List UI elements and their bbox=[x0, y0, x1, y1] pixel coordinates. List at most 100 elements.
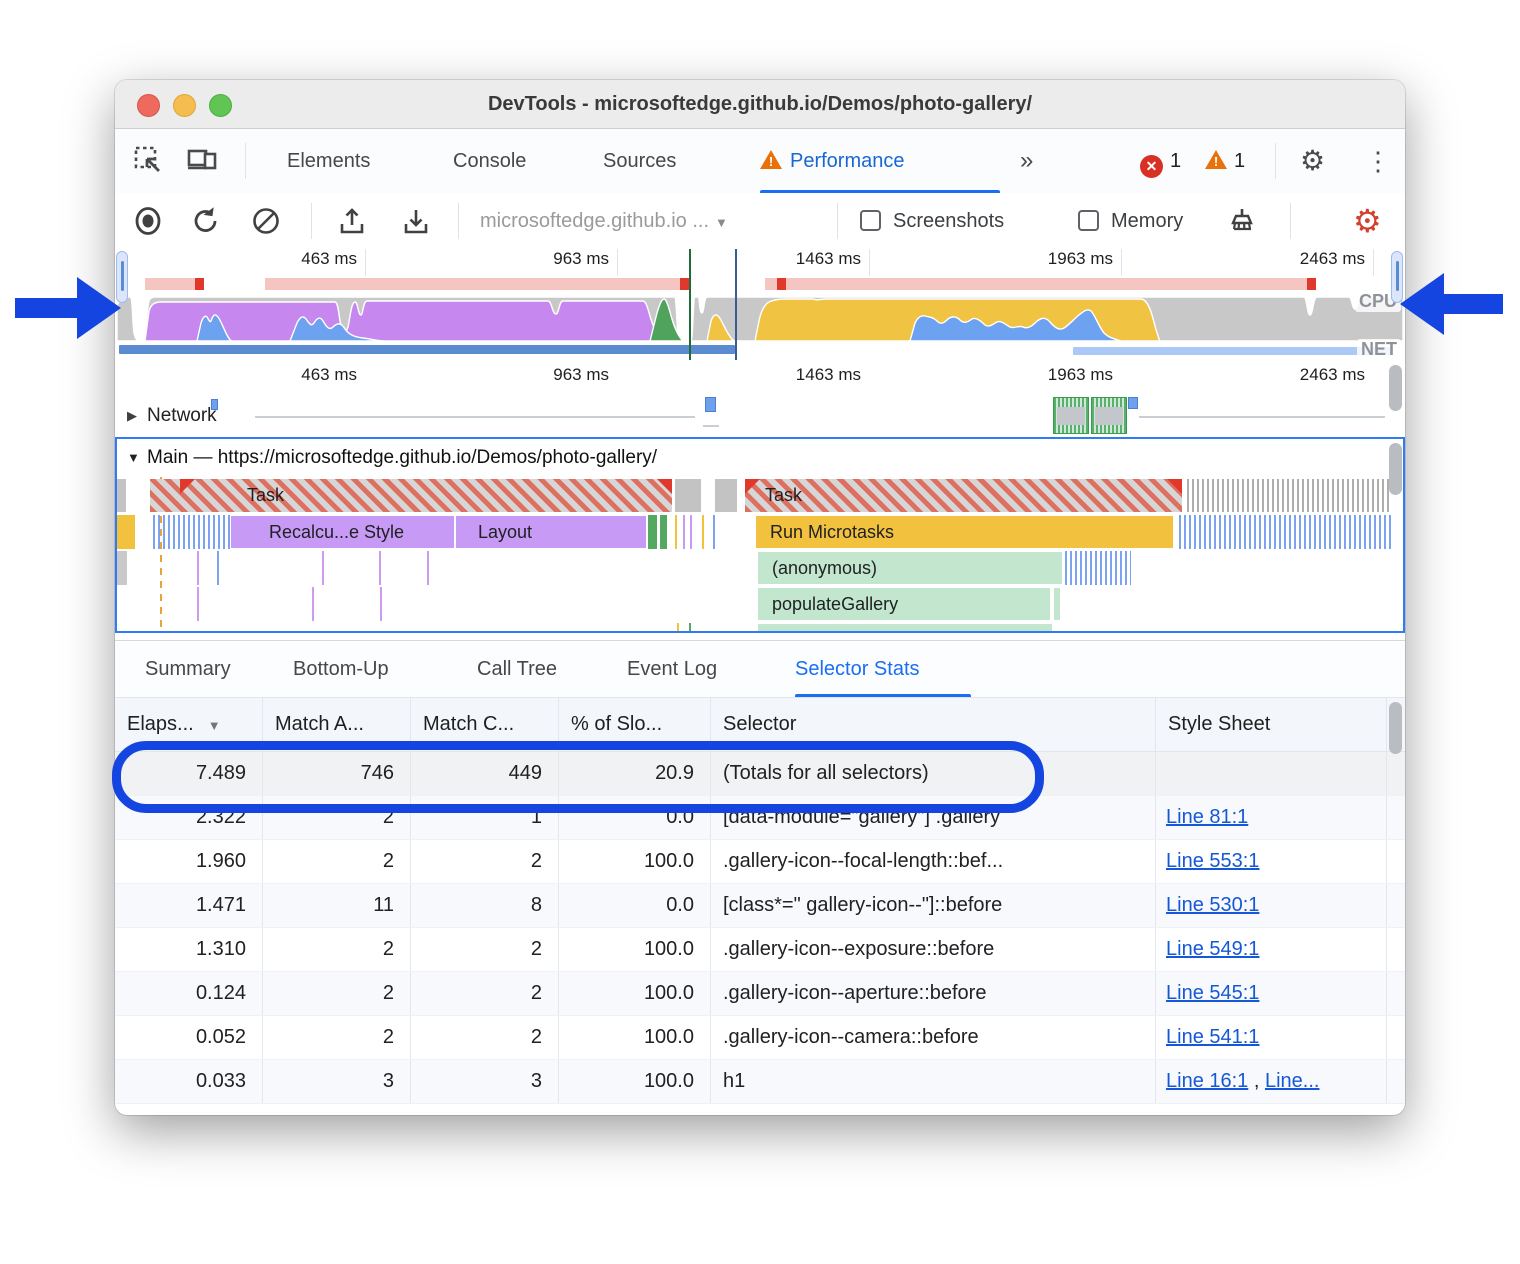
table-row[interactable]: 0.052 2 2 100.0 .gallery-icon--camera::b… bbox=[115, 1016, 1405, 1060]
style-sheet-link[interactable]: Line 81:1 bbox=[1166, 806, 1249, 828]
annotation-arrow-right bbox=[1400, 273, 1503, 335]
timeline-overview[interactable]: 463 ms 963 ms 1463 ms 1963 ms 2463 ms CP… bbox=[115, 249, 1405, 361]
cell-match-count: 2 bbox=[411, 928, 559, 971]
chevron-down-icon[interactable]: ▼ bbox=[127, 450, 140, 465]
net-track-label: NET bbox=[1357, 339, 1401, 360]
flame-paint[interactable] bbox=[660, 515, 667, 549]
cell-match-count: 2 bbox=[411, 972, 559, 1015]
table-row[interactable]: 0.033 3 3 100.0 h1 Line 16:1 , Line... bbox=[115, 1060, 1405, 1104]
overview-tick: 463 ms bbox=[301, 249, 357, 268]
inspect-icon[interactable] bbox=[133, 145, 163, 175]
table-row[interactable]: 7.489 746 449 20.9 (Totals for all selec… bbox=[115, 752, 1405, 796]
tab-console[interactable]: Console bbox=[453, 150, 527, 172]
reload-record-button[interactable] bbox=[191, 206, 221, 236]
cell-match-attempts: 11 bbox=[263, 884, 411, 927]
network-track[interactable]: ▶ Network bbox=[115, 395, 1405, 437]
flame-run-microtasks[interactable]: Run Microtasks bbox=[755, 515, 1174, 549]
collect-garbage-icon[interactable] bbox=[1227, 206, 1257, 236]
overview-right-handle[interactable] bbox=[1391, 251, 1403, 303]
tab-event-log[interactable]: Event Log bbox=[627, 658, 718, 680]
cell-selector: .gallery-icon--exposure::before bbox=[711, 928, 1156, 971]
more-tabs-button[interactable]: » bbox=[1020, 147, 1034, 174]
scrollbar-thumb[interactable] bbox=[1389, 365, 1402, 411]
window-title: DevTools - microsoftedge.github.io/Demos… bbox=[487, 93, 1033, 115]
tab-performance[interactable]: ! Performance bbox=[760, 129, 905, 193]
page-selector-dropdown[interactable]: microsoftedge.github.io ... ▼ bbox=[480, 210, 728, 232]
tab-elements[interactable]: Elements bbox=[287, 150, 371, 172]
chevron-down-icon: ▼ bbox=[715, 215, 728, 230]
network-request[interactable] bbox=[705, 397, 716, 412]
tab-sources[interactable]: Sources bbox=[603, 150, 677, 172]
timeline-ruler[interactable]: 463 ms 963 ms 1463 ms 1963 ms 2463 ms bbox=[115, 360, 1405, 396]
long-task-strip bbox=[765, 278, 1311, 290]
device-toolbar-icon[interactable] bbox=[187, 145, 217, 175]
minimize-window-button[interactable] bbox=[173, 94, 196, 117]
settings-gear-icon[interactable]: ⚙ bbox=[1300, 145, 1326, 176]
long-task-strip bbox=[777, 278, 786, 290]
network-request[interactable] bbox=[1053, 397, 1089, 434]
cell-style-sheet: Line 16:1 , Line... bbox=[1156, 1060, 1387, 1103]
style-sheet-link[interactable]: Line 16:1 bbox=[1166, 1070, 1249, 1092]
save-profile-icon[interactable] bbox=[401, 206, 431, 236]
cell-selector: h1 bbox=[711, 1060, 1156, 1103]
record-button[interactable] bbox=[133, 206, 163, 236]
style-sheet-link[interactable]: Line 553:1 bbox=[1166, 850, 1260, 872]
network-request[interactable] bbox=[1128, 397, 1138, 409]
style-sheet-link[interactable]: Line 545:1 bbox=[1166, 982, 1260, 1004]
style-sheet-link[interactable]: Line 530:1 bbox=[1166, 894, 1260, 916]
cell-pct-slow: 100.0 bbox=[559, 928, 711, 971]
warning-badge[interactable]: ! 1 bbox=[1205, 129, 1249, 193]
cell-match-attempts: 3 bbox=[263, 1060, 411, 1103]
tab-bottom-up[interactable]: Bottom-Up bbox=[293, 658, 389, 680]
table-row[interactable]: 1.960 2 2 100.0 .gallery-icon--focal-len… bbox=[115, 840, 1405, 884]
close-window-button[interactable] bbox=[137, 94, 160, 117]
col-match-attempts[interactable]: Match A... bbox=[263, 698, 411, 751]
divider bbox=[837, 203, 838, 239]
style-sheet-link[interactable]: Line... bbox=[1264, 1070, 1320, 1092]
col-style-sheet[interactable]: Style Sheet bbox=[1156, 698, 1387, 751]
scrollbar-thumb[interactable] bbox=[1389, 443, 1402, 495]
col-match-count[interactable]: Match C... bbox=[411, 698, 559, 751]
style-sheet-link[interactable]: Line 541:1 bbox=[1166, 1026, 1260, 1048]
flame-layout[interactable]: Layout bbox=[455, 515, 647, 549]
overview-left-handle[interactable] bbox=[116, 251, 128, 303]
tab-summary[interactable]: Summary bbox=[145, 658, 231, 680]
maximize-window-button[interactable] bbox=[209, 94, 232, 117]
cell-style-sheet: Line 541:1 bbox=[1156, 1016, 1387, 1059]
scrollbar-thumb[interactable] bbox=[1389, 702, 1402, 754]
marker-line bbox=[689, 249, 691, 360]
col-selector[interactable]: Selector bbox=[711, 698, 1156, 751]
flame-recalculate-style[interactable]: Recalcu...e Style bbox=[230, 515, 455, 549]
memory-checkbox[interactable] bbox=[1078, 210, 1099, 231]
flame-task-1[interactable]: Task bbox=[150, 479, 672, 512]
table-row[interactable]: 1.310 2 2 100.0 .gallery-icon--exposure:… bbox=[115, 928, 1405, 972]
load-profile-icon[interactable] bbox=[337, 206, 367, 236]
cell-pct-slow: 100.0 bbox=[559, 1016, 711, 1059]
cell-elapsed: 1.960 bbox=[115, 840, 263, 883]
cell-elapsed: 0.033 bbox=[115, 1060, 263, 1103]
table-row[interactable]: 0.124 2 2 100.0 .gallery-icon--aperture:… bbox=[115, 972, 1405, 1016]
screenshots-checkbox[interactable] bbox=[860, 210, 881, 231]
kebab-menu-icon[interactable]: ⋮ bbox=[1365, 146, 1391, 176]
network-request[interactable] bbox=[211, 399, 218, 410]
network-request[interactable] bbox=[1091, 397, 1127, 434]
col-elapsed[interactable]: Elaps... ▼ bbox=[115, 698, 263, 751]
tab-selector-stats[interactable]: Selector Stats bbox=[795, 658, 920, 680]
devtools-tab-bar: Elements Console Sources ! Performance » … bbox=[115, 129, 1405, 193]
table-row[interactable]: 1.471 11 8 0.0 [class*=" gallery-icon--"… bbox=[115, 884, 1405, 928]
error-badge[interactable]: ✕ 1 bbox=[1140, 129, 1185, 193]
network-line bbox=[255, 416, 695, 418]
flame-populate-gallery[interactable]: populateGallery bbox=[757, 587, 1051, 621]
main-thread-track[interactable]: ▼ Main — https://microsoftedge.github.io… bbox=[115, 437, 1405, 633]
chevron-right-icon[interactable]: ▶ bbox=[127, 408, 137, 423]
flame-task-2[interactable]: Task bbox=[745, 479, 1182, 512]
clear-recording-button[interactable] bbox=[251, 206, 281, 236]
cell-selector: .gallery-icon--focal-length::bef... bbox=[711, 840, 1156, 883]
flame-anonymous[interactable]: (anonymous) bbox=[757, 551, 1063, 585]
main-track-label: Main — https://microsoftedge.github.io/D… bbox=[147, 447, 658, 468]
tab-call-tree[interactable]: Call Tree bbox=[477, 658, 558, 680]
col-pct-slow[interactable]: % of Slo... bbox=[559, 698, 711, 751]
flame-paint[interactable] bbox=[648, 515, 657, 549]
capture-settings-gear-icon[interactable]: ⚙ bbox=[1353, 203, 1382, 239]
style-sheet-link[interactable]: Line 549:1 bbox=[1166, 938, 1260, 960]
